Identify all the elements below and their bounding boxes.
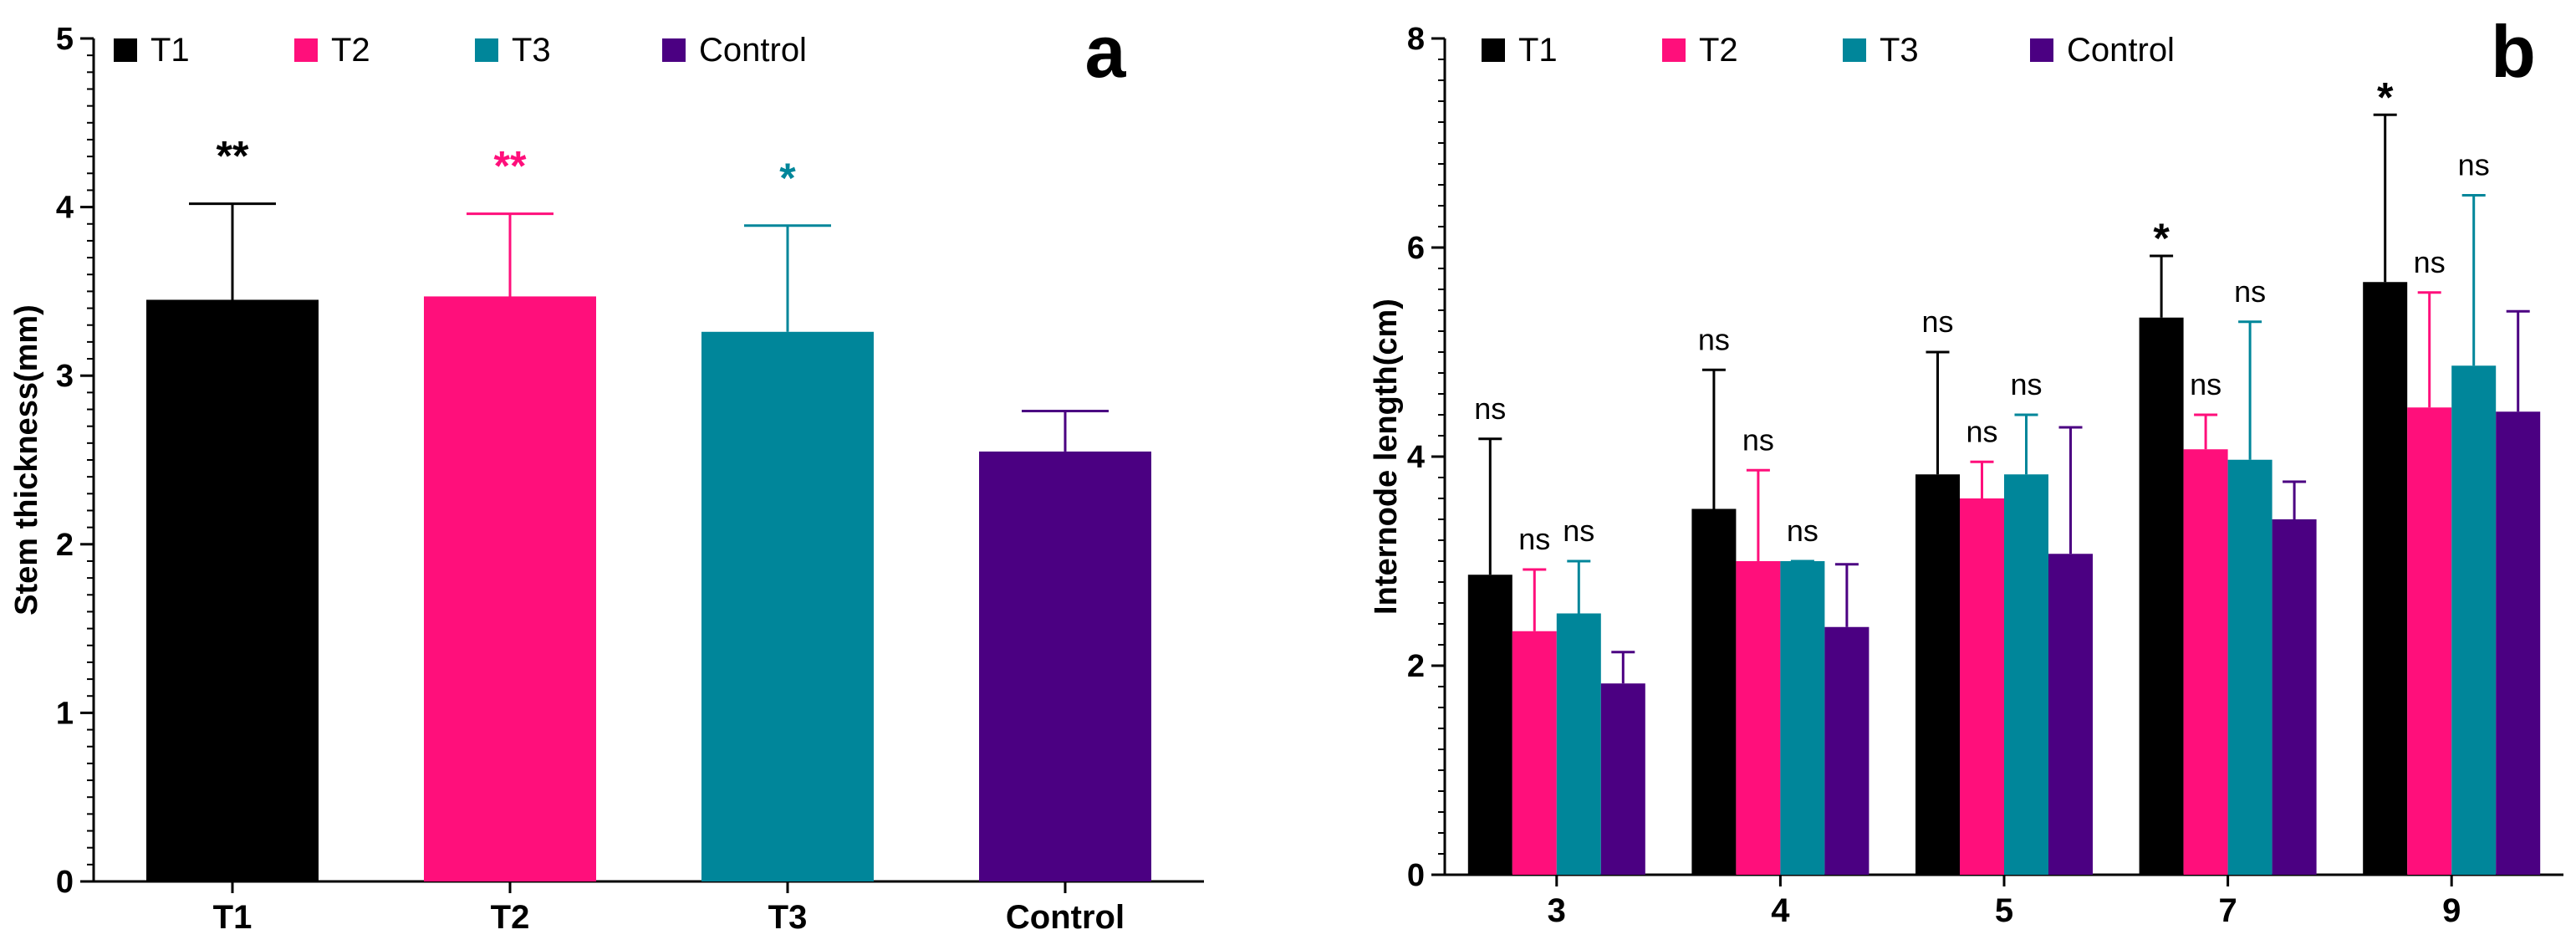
legend-label-control: Control	[699, 32, 807, 69]
significance-marker-t2-7: ns	[2190, 367, 2221, 401]
significance-marker-t1-9: *	[2377, 74, 2394, 120]
bar-t3-9	[2451, 365, 2497, 875]
bar-control-5	[2048, 554, 2093, 875]
panel-label: a	[1085, 10, 1127, 93]
significance-marker-t1-4: ns	[1698, 322, 1730, 356]
significance-marker-t1-3: ns	[1474, 391, 1506, 426]
legend-swatch-t3	[475, 38, 498, 62]
bar-t1	[146, 299, 319, 882]
legend-swatch-t2	[294, 38, 318, 62]
significance-marker-t2-3: ns	[1518, 522, 1550, 556]
bar-t1-9	[2363, 282, 2408, 875]
bar-t2-9	[2407, 407, 2452, 875]
legend-label-t1: T1	[1518, 32, 1558, 69]
y-tick-label: 4	[1407, 440, 1425, 475]
y-tick-label: 3	[56, 359, 74, 394]
bar-t2-7	[2183, 449, 2228, 875]
significance-marker-t2: **	[494, 143, 527, 190]
y-tick-label: 5	[56, 22, 74, 57]
bar-t1-3	[1467, 575, 1512, 875]
significance-marker-t3-4: ns	[1787, 513, 1819, 548]
y-tick-label: 6	[1407, 231, 1425, 266]
y-tick-label: 2	[1407, 649, 1425, 684]
significance-marker-t2-9: ns	[2414, 245, 2446, 279]
bar-control-9	[2496, 411, 2541, 875]
bar-t1-7	[2139, 317, 2184, 875]
x-tick-label-4: 4	[1771, 892, 1790, 929]
legend-label-t2: T2	[1699, 32, 1738, 69]
bar-t3-7	[2227, 459, 2272, 875]
significance-marker-t1-7: *	[2153, 215, 2170, 262]
bar-t3-3	[1556, 613, 1601, 875]
x-tick-label-control: Control	[1006, 899, 1125, 936]
legend-label-t3: T3	[1880, 32, 1919, 69]
x-tick-label-9: 9	[2442, 892, 2461, 929]
y-tick-label: 1	[56, 696, 74, 731]
bar-t2-4	[1736, 561, 1781, 875]
bar-control	[979, 451, 1151, 881]
bar-control-7	[2272, 519, 2317, 875]
bar-t2-5	[1960, 498, 2004, 875]
chart-internode-length: 0 2 4 6 8 Internode length(cm) b T1 T2 T3 Control n…	[1369, 10, 2563, 929]
bar-t1-5	[1915, 474, 1960, 875]
significance-marker-t3: *	[779, 155, 796, 202]
significance-marker-t2-4: ns	[1742, 422, 1774, 457]
significance-marker-t2-5: ns	[1966, 414, 1997, 448]
panel-label: b	[2491, 10, 2536, 93]
chart-stem-thickness: 0 1 2 3 4 5 Stem thickness(mm) a T1 T2 T3 Control T1…	[9, 10, 1204, 936]
significance-marker-t3-3: ns	[1563, 513, 1594, 548]
legend-label-t3: T3	[512, 32, 551, 69]
bar-t3	[701, 331, 874, 881]
y-tick-label: 4	[56, 191, 74, 226]
legend-swatch-t2	[1662, 38, 1686, 62]
legend-swatch-t1	[114, 38, 137, 62]
bar-t3-4	[1780, 561, 1825, 875]
legend-swatch-t1	[1482, 38, 1505, 62]
legend-swatch-control	[2030, 38, 2053, 62]
bar-control-3	[1600, 683, 1645, 875]
x-tick-label-7: 7	[2218, 892, 2237, 929]
significance-marker-t1: **	[217, 133, 249, 180]
x-tick-label-5: 5	[1995, 892, 2013, 929]
significance-marker-t3-7: ns	[2234, 274, 2266, 309]
legend-swatch-control	[662, 38, 686, 62]
legend-label-control: Control	[2067, 32, 2175, 69]
legend-swatch-t3	[1843, 38, 1866, 62]
y-tick-label: 0	[1407, 858, 1425, 893]
x-tick-label-t1: T1	[213, 899, 252, 936]
y-axis-title: Internode length(cm)	[1369, 299, 1404, 615]
bar-t1-4	[1691, 508, 1737, 875]
significance-marker-t3-9: ns	[2458, 148, 2490, 182]
bar-control-4	[1824, 626, 1870, 875]
bar-t2	[424, 296, 596, 881]
x-tick-label-3: 3	[1548, 892, 1566, 929]
legend-label-t1: T1	[150, 32, 190, 69]
bar-t3-5	[2004, 474, 2048, 875]
y-axis-title: Stem thickness(mm)	[9, 304, 44, 616]
significance-marker-t3-5: ns	[2010, 367, 2042, 401]
x-tick-label-t3: T3	[768, 899, 808, 936]
significance-marker-t1-5: ns	[1921, 304, 1953, 339]
x-tick-label-t2: T2	[491, 899, 530, 936]
y-tick-label: 0	[56, 865, 74, 900]
y-tick-label: 2	[56, 528, 74, 563]
y-tick-label: 8	[1407, 22, 1425, 57]
bar-t2-3	[1512, 631, 1557, 875]
legend-label-t2: T2	[331, 32, 370, 69]
